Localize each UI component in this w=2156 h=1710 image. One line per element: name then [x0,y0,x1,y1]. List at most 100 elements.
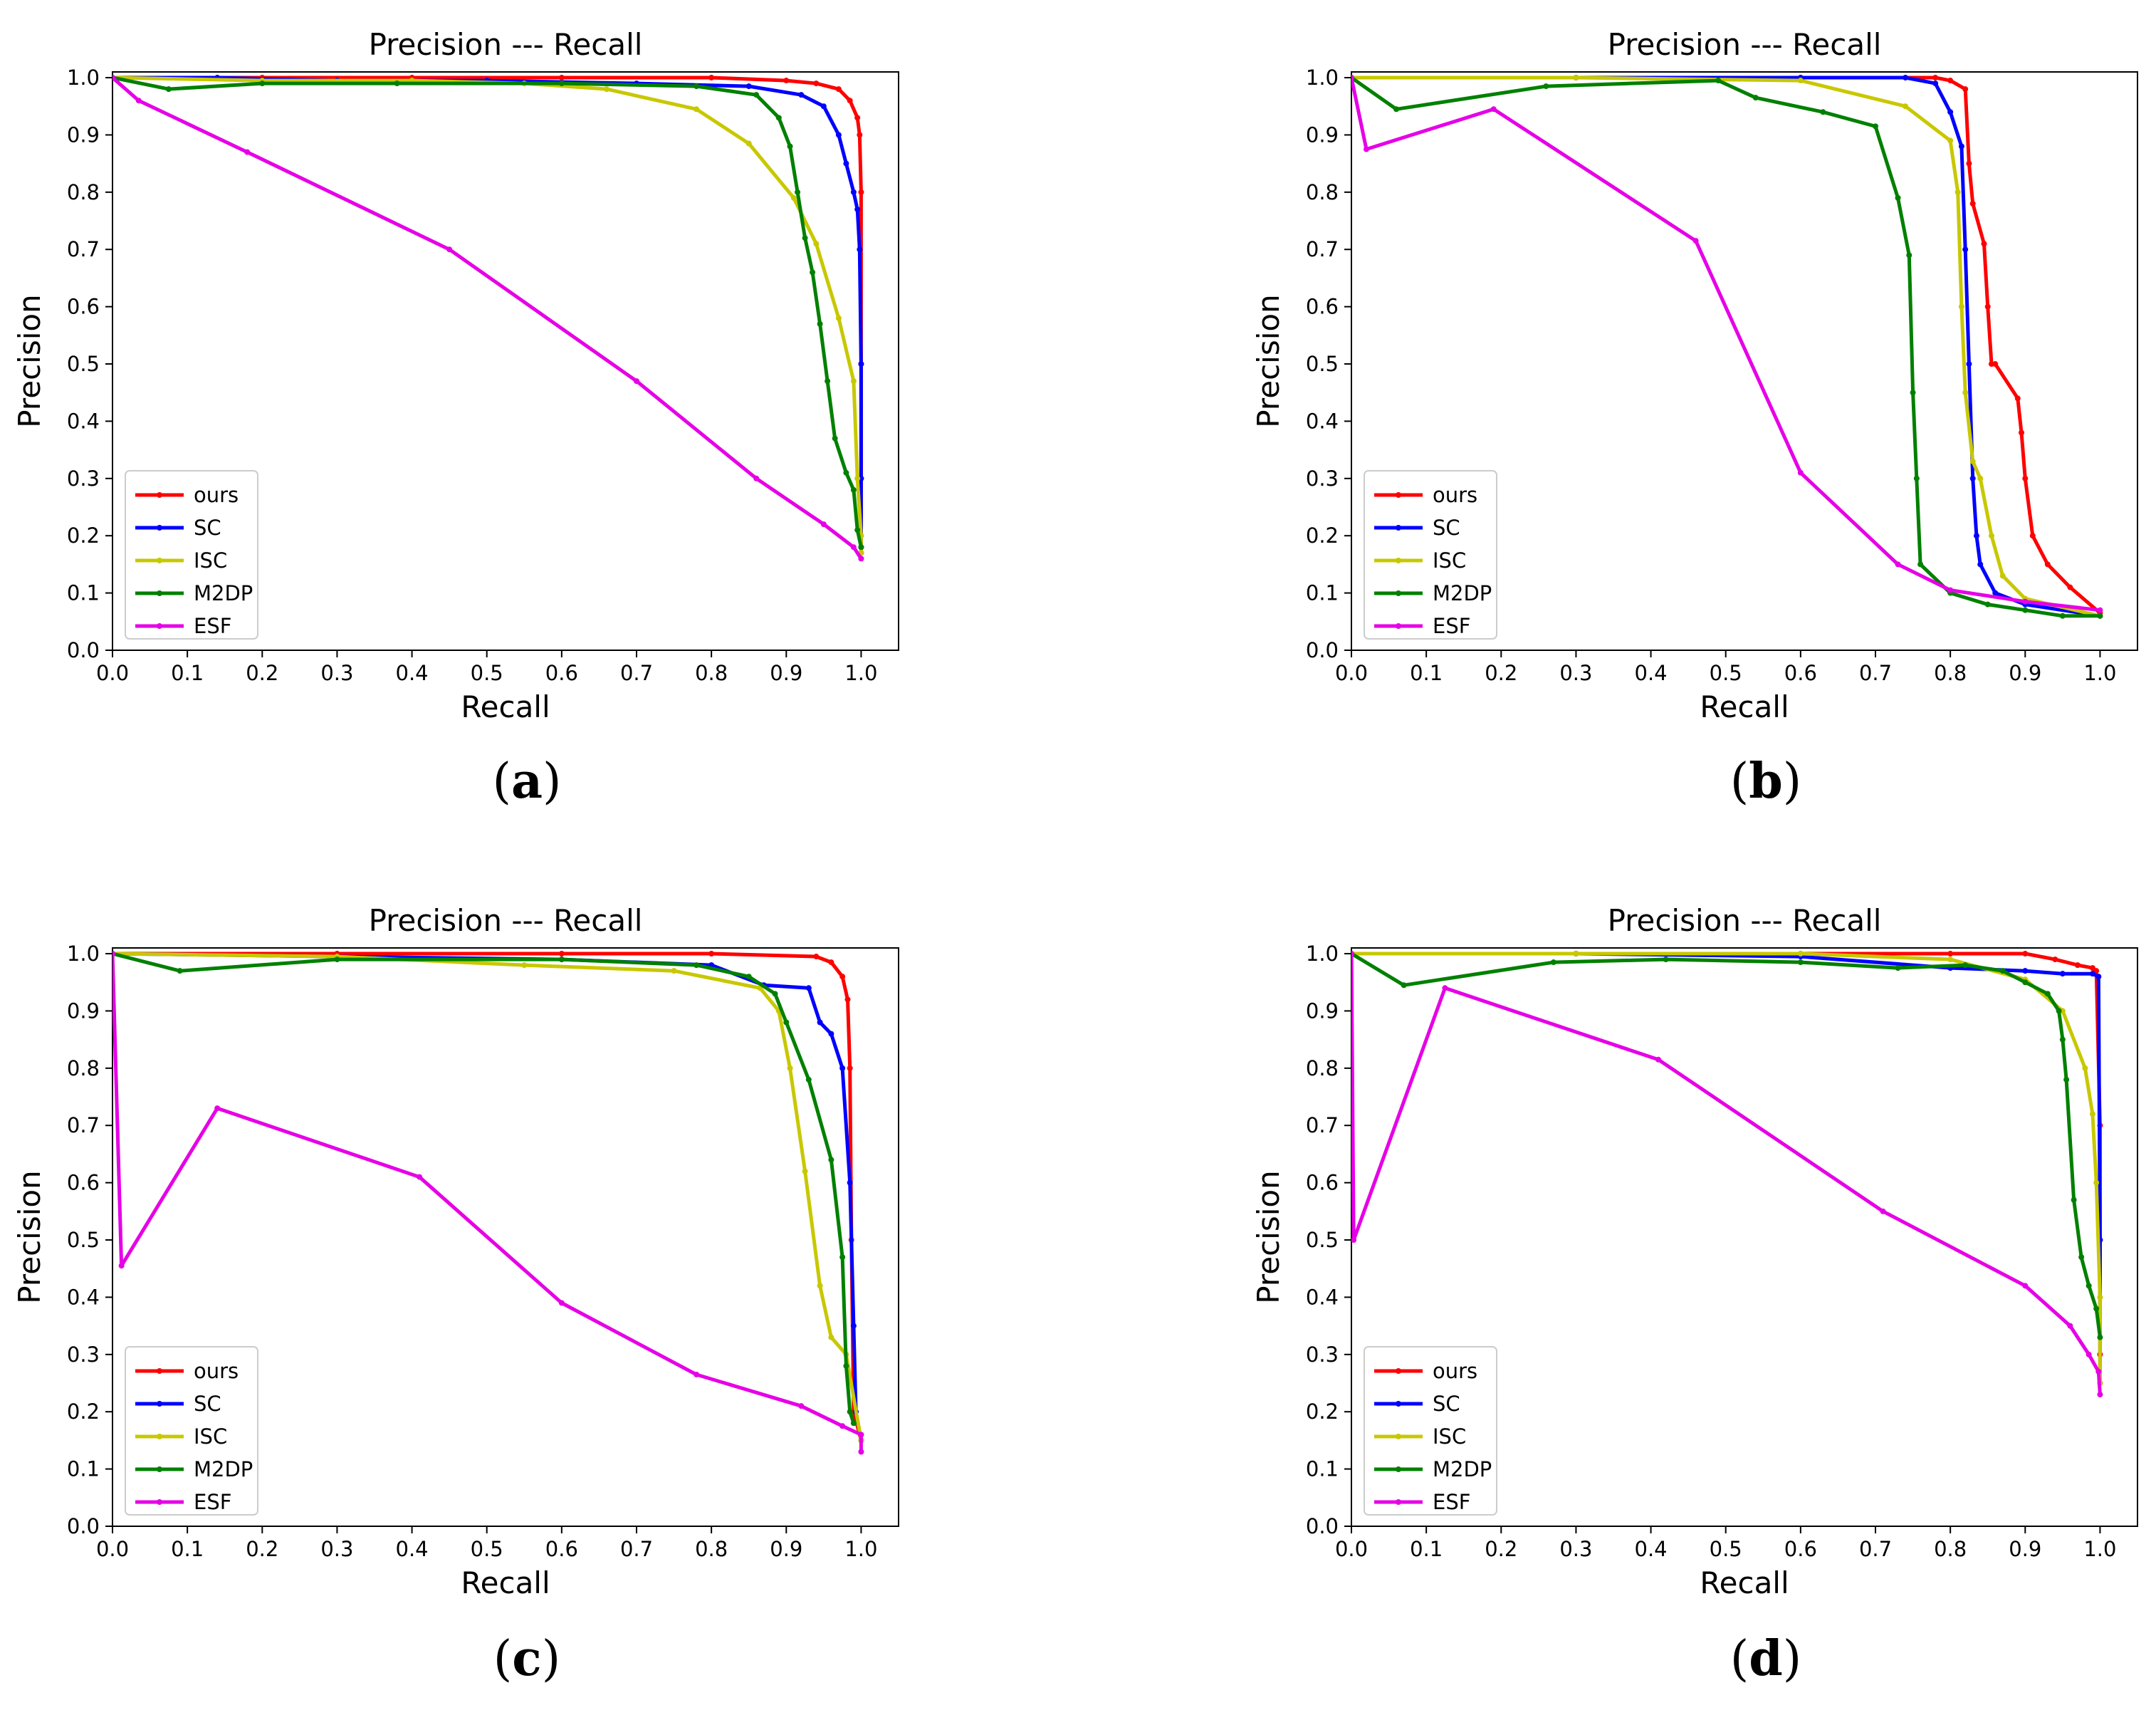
y-tick-label: 0.9 [1306,122,1339,147]
data-point-m2dp [1910,390,1916,396]
data-point-sc [1977,561,1984,568]
data-point-m2dp [558,80,565,87]
x-tick-label: 0.3 [1559,661,1592,685]
data-point-m2dp [1873,123,1878,130]
data-point-ours [857,132,863,138]
legend: ours SC ISC M2DP ESF [1364,1346,1497,1516]
data-point-isc [1958,303,1964,310]
data-point-sc [1932,80,1939,87]
data-point-isc [671,968,677,974]
x-tick-label: 0.7 [1859,661,1892,685]
y-tick-label: 0.2 [67,523,100,548]
y-tick-label: 0.6 [67,295,100,319]
caption-panel-letter: b [1749,753,1783,810]
legend-marker [1396,590,1401,596]
data-point-sc [820,103,827,110]
series-line-isc [112,952,863,1441]
data-point-ours [1981,241,1987,247]
data-point-m2dp [843,469,849,476]
data-point-m2dp [177,968,183,974]
data-point-ours [783,78,790,84]
y-axis-label: Precision [12,294,47,427]
x-tick-label: 0.9 [770,661,802,685]
legend-marker [1396,558,1401,563]
data-point-esf [2095,1368,2102,1375]
data-point-m2dp [1752,95,1759,101]
y-tick-label: 0.3 [67,1343,100,1367]
y-tick-label: 0.1 [1306,581,1339,605]
x-tick-label: 0.9 [2009,1537,2041,1561]
legend-label-isc: ISC [194,548,227,573]
data-point-isc [854,475,861,481]
data-point-esf [694,1371,700,1377]
series-group [1351,951,2103,1398]
caption-panel-letter: c [512,1630,541,1687]
legend-box [1364,1346,1497,1516]
data-point-m2dp [1895,194,1901,201]
data-point-m2dp [787,143,793,150]
data-point-isc [1797,951,1804,957]
x-tick-label: 0.1 [1410,1537,1443,1561]
data-point-esf [2022,598,2029,605]
data-point-ours [2067,584,2073,590]
legend: ours SC ISC M2DP ESF [125,470,258,640]
legend-marker [157,1466,162,1472]
data-point-m2dp [828,1157,834,1163]
x-tick-label: 0.6 [1784,1537,1817,1561]
x-axis-label: Recall [1700,1565,1789,1600]
data-point-esf [858,556,864,562]
data-point-m2dp [2078,1254,2085,1261]
data-point-isc [828,1334,834,1340]
chart-panel-b: Precision --- Recall 0.0 0.1 0.2 0.3 0.4 0.5 0.… [1251,27,2138,810]
data-point-isc [787,1065,793,1071]
chart-panel-a: Precision --- Recall 0.0 0.1 0.2 0.3 0.4 0.5 0.… [12,27,899,810]
y-tick-label: 0.7 [67,237,100,261]
data-point-m2dp [772,991,778,997]
data-point-isc [694,106,700,113]
caption-open-paren: ( [493,1631,513,1687]
data-point-sc [745,83,752,90]
plot-frame [1351,947,2138,1527]
data-point-ours [835,86,842,93]
data-point-ours [828,959,834,966]
data-point-isc [2089,1111,2095,1117]
y-tick-label: 0.2 [67,1399,100,1424]
data-point-esf [135,98,142,104]
y-tick-label: 0.0 [67,1514,100,1538]
x-tick-label: 0.7 [1859,1537,1892,1561]
x-tick-label: 0.3 [320,661,353,685]
legend-marker [1396,1434,1401,1439]
data-point-m2dp [1550,959,1556,966]
y-tick-label: 0.4 [1306,1285,1339,1309]
data-point-isc [1903,103,1909,110]
data-point-isc [745,140,752,147]
data-point-sc [847,1179,853,1186]
data-point-esf [1895,561,1901,568]
data-point-sc [858,361,864,367]
data-point-m2dp [1393,106,1400,113]
x-tick-label: 0.5 [471,1537,503,1561]
data-point-ours [2052,956,2058,963]
legend-box [1364,470,1497,640]
legend-marker [1396,1368,1401,1374]
data-point-ours [2014,395,2021,402]
y-tick-label: 0.6 [1306,295,1339,319]
data-point-isc [1573,951,1579,957]
data-point-sc [843,160,849,167]
x-tick-label: 0.0 [1335,1537,1368,1561]
panel-caption: (b) [1730,753,1802,810]
data-point-m2dp [1962,962,1969,969]
y-tick-label: 0.4 [67,409,100,433]
data-point-m2dp [694,962,700,969]
caption-panel-letter: a [511,753,543,810]
x-tick-label: 0.0 [1335,661,1368,685]
legend-label-m2dp: M2DP [1433,1457,1492,1481]
data-point-esf [1490,106,1497,113]
data-point-m2dp [847,1409,853,1415]
x-tick-label: 0.3 [1559,1537,1592,1561]
data-point-m2dp [825,378,831,385]
y-axis-label: Precision [12,1170,47,1303]
data-point-sc [1958,143,1964,150]
x-tick-label: 0.7 [620,1537,653,1561]
data-point-m2dp [1984,601,1991,608]
